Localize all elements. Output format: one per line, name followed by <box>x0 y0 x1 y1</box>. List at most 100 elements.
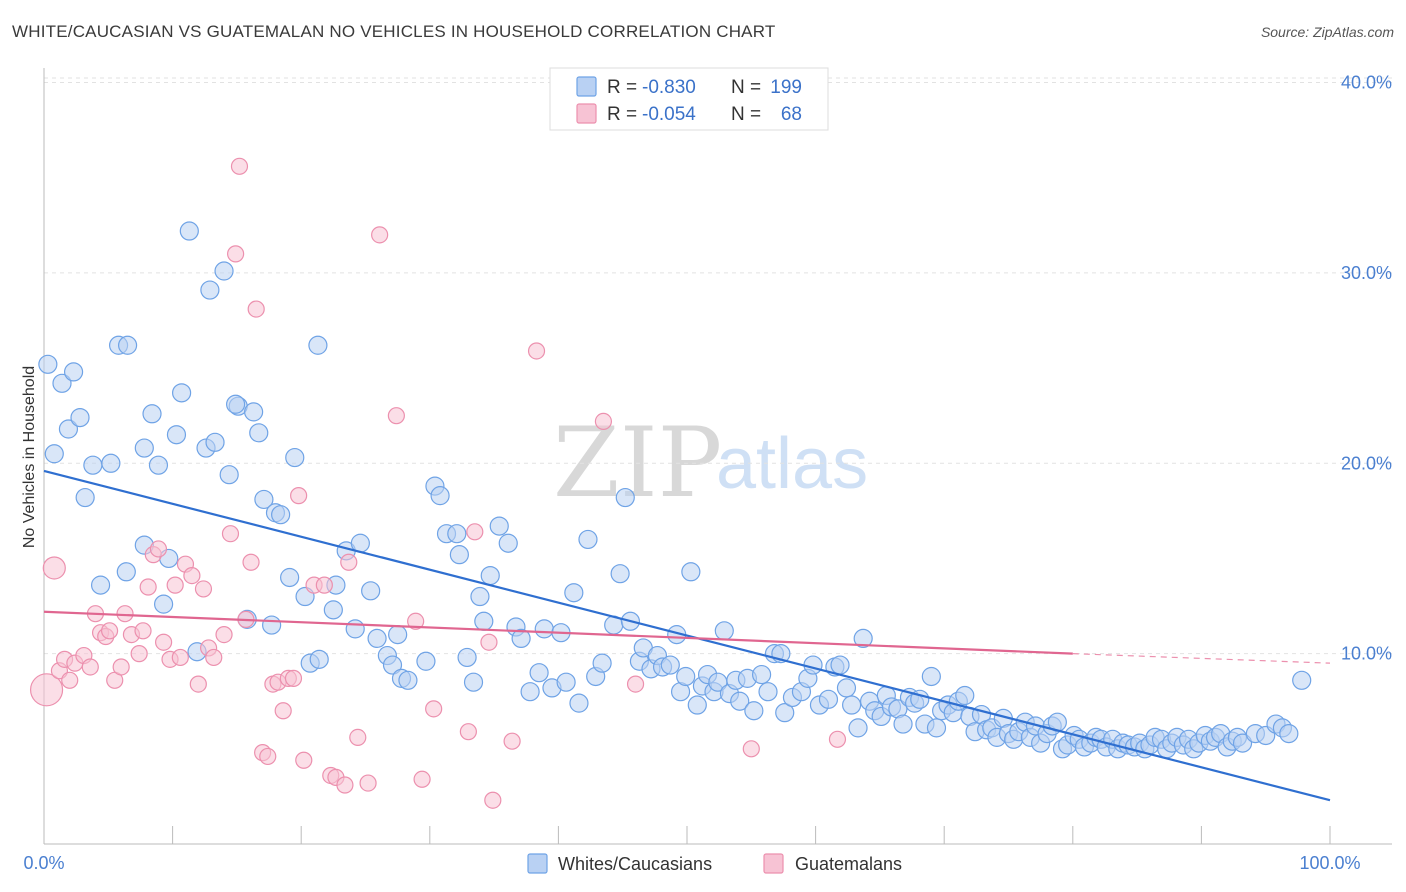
point-0-46 <box>345 619 365 639</box>
point-0-57 <box>430 486 450 506</box>
point-1-1 <box>42 556 66 580</box>
x-axis-ticks <box>43 826 1331 844</box>
point-1-30 <box>205 648 223 667</box>
point-0-77 <box>569 693 589 713</box>
point-0-100 <box>714 621 734 641</box>
watermark-atlas: atlas <box>716 424 868 504</box>
point-0-114 <box>803 655 823 675</box>
point-0-21 <box>219 465 239 485</box>
point-0-32 <box>116 562 136 582</box>
point-0-25 <box>249 423 269 443</box>
point-1-55 <box>371 226 389 244</box>
y-tick-label-20: 20.0% <box>1341 453 1392 473</box>
point-0-120 <box>842 695 862 715</box>
point-0-83 <box>615 487 635 508</box>
point-1-45 <box>290 487 308 505</box>
point-1-51 <box>336 776 354 794</box>
point-0-75 <box>556 672 576 692</box>
point-0-107 <box>758 682 778 702</box>
x-tick-label-min: 0.0% <box>23 853 64 873</box>
point-0-28 <box>271 505 291 525</box>
point-1-64 <box>503 732 521 750</box>
point-1-24 <box>171 648 189 667</box>
point-1-65 <box>527 342 546 360</box>
legend-n-value-0: 199 <box>770 77 802 98</box>
point-0-42 <box>309 649 329 669</box>
point-0-5 <box>70 407 90 428</box>
point-1-11 <box>100 622 119 640</box>
point-0-103 <box>730 691 750 711</box>
point-1-61 <box>466 523 484 541</box>
point-1-62 <box>480 633 498 651</box>
point-1-57 <box>407 612 425 630</box>
point-0-60 <box>449 545 469 565</box>
point-0-67 <box>498 533 518 553</box>
point-0-122 <box>853 628 873 649</box>
point-0-80 <box>592 653 612 673</box>
point-0-19 <box>214 261 234 281</box>
point-1-48 <box>315 576 333 594</box>
point-0-14 <box>166 425 187 445</box>
bottom-legend-label-guatemalans: Guatemalans <box>795 854 902 874</box>
point-0-11 <box>134 438 154 458</box>
point-0-93 <box>676 666 696 687</box>
point-1-63 <box>484 791 502 809</box>
point-0-118 <box>830 655 850 675</box>
legend-box: R = -0.830 N = 199 R = -0.054 N = 68 <box>549 67 829 131</box>
x-tick-label-max: 100.0% <box>1299 853 1360 873</box>
point-0-12 <box>142 404 162 424</box>
bottom-legend: Whites/Caucasians Guatemalans <box>527 853 902 874</box>
point-0-31 <box>90 575 111 595</box>
point-0-24 <box>244 402 264 422</box>
point-1-59 <box>425 700 443 718</box>
point-0-48 <box>361 581 381 601</box>
trend-line-guatemalans-extension <box>1072 653 1331 664</box>
point-0-35 <box>153 594 174 614</box>
point-0-26 <box>254 489 274 510</box>
point-0-105 <box>744 701 764 721</box>
point-1-16 <box>130 645 148 663</box>
point-0-72 <box>534 619 554 639</box>
point-0-52 <box>388 625 408 645</box>
point-0-0 <box>38 354 58 374</box>
trend-line-guatemalans <box>43 610 1073 655</box>
point-1-21 <box>154 633 173 651</box>
legend-r-value-0: -0.830 <box>642 77 696 98</box>
point-1-27 <box>189 675 207 693</box>
point-0-29 <box>285 447 305 468</box>
point-0-20 <box>205 432 225 452</box>
point-0-69 <box>511 628 531 649</box>
point-0-8 <box>75 487 95 508</box>
chart-title: WHITE/CAUCASIAN VS GUATEMALAN NO VEHICLE… <box>12 22 776 41</box>
point-0-129 <box>893 714 913 734</box>
point-1-39 <box>259 747 277 766</box>
point-0-1 <box>52 373 72 393</box>
y-tick-label-40: 40.0% <box>1341 73 1392 93</box>
point-1-66 <box>594 412 613 430</box>
point-0-70 <box>520 682 540 702</box>
point-0-110 <box>775 703 795 723</box>
point-0-94 <box>681 562 701 582</box>
point-0-16 <box>179 221 199 241</box>
point-0-4 <box>58 419 79 439</box>
series-whites-caucasians <box>38 221 1312 759</box>
point-1-28 <box>194 580 213 598</box>
point-0-196 <box>1279 723 1299 744</box>
point-1-7 <box>81 658 99 676</box>
point-0-13 <box>148 455 169 475</box>
point-0-15 <box>172 383 192 403</box>
point-0-82 <box>610 564 630 584</box>
point-0-51 <box>382 655 403 675</box>
point-1-68 <box>742 740 760 758</box>
point-1-54 <box>359 774 377 792</box>
point-0-23 <box>226 394 246 414</box>
point-1-26 <box>183 566 201 585</box>
point-0-55 <box>416 651 436 671</box>
point-0-197 <box>1292 670 1312 690</box>
point-0-39 <box>280 567 300 588</box>
source-label: Source: ZipAtlas.com <box>1260 24 1394 40</box>
legend-swatch-blue <box>576 76 597 97</box>
point-1-0 <box>29 673 64 707</box>
y-axis-label: No Vehicles in Household <box>21 366 38 548</box>
point-0-7 <box>101 453 121 473</box>
